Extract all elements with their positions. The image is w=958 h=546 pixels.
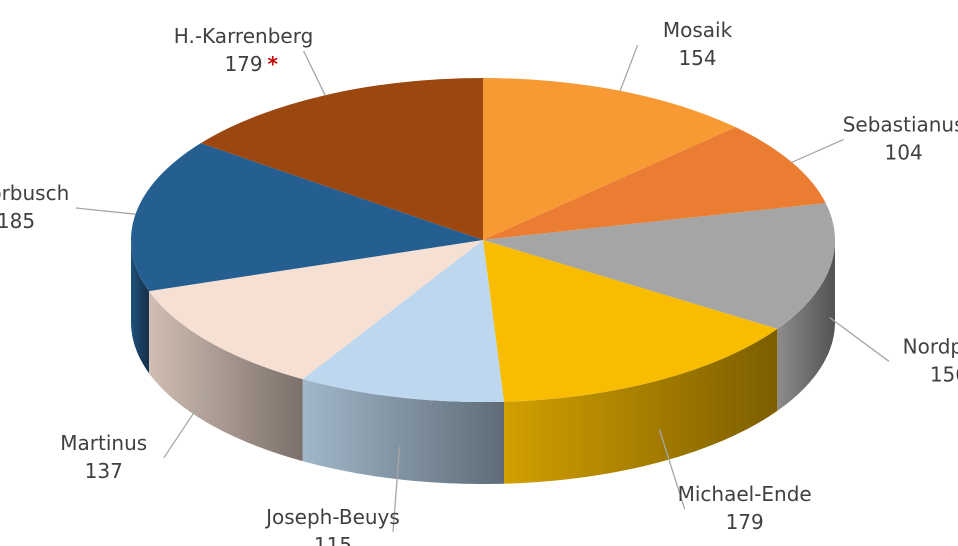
slice-top [130, 143, 483, 292]
leader-line [392, 446, 401, 532]
slice-top [483, 127, 826, 240]
slice [483, 127, 826, 240]
slice [302, 240, 505, 484]
category-label: Sebastianus [843, 112, 958, 136]
leader-line [658, 429, 686, 510]
slice [483, 240, 778, 484]
slice [483, 203, 835, 411]
slice-top [148, 240, 483, 380]
slice [483, 78, 736, 240]
slice-top [483, 78, 736, 240]
slice-side [504, 328, 778, 484]
category-label: H.-Karrenberg [174, 24, 313, 48]
category-label: Mosaik [663, 18, 733, 42]
value-label: 179 [726, 510, 764, 534]
value-label: 154 [678, 46, 716, 70]
slice-top [483, 240, 778, 402]
slice [148, 240, 483, 462]
category-label: Michael-Ende [678, 482, 812, 506]
category-label: Martinus [60, 431, 147, 455]
value-label: 156 [930, 362, 958, 386]
value-label: 137 [85, 459, 123, 483]
leader-line [75, 207, 136, 215]
slice-top [302, 240, 505, 402]
slice [130, 143, 483, 374]
leader-line [619, 44, 639, 92]
value-label: 185 [0, 209, 35, 233]
category-label: Nordpark [903, 334, 958, 358]
slice-top [200, 78, 484, 240]
slice-top [483, 203, 835, 329]
leader-line [791, 138, 844, 163]
value-label: 179 [224, 52, 262, 76]
value-label: 115 [314, 533, 352, 546]
leader-line [302, 50, 326, 96]
annotation: * [268, 52, 279, 76]
slice [200, 78, 484, 240]
slice-side [302, 379, 505, 484]
category-label: Chorbusch [0, 181, 69, 205]
category-label: Joseph-Beuys [264, 505, 400, 529]
leader-line [163, 390, 210, 459]
slice-side [148, 291, 303, 462]
slice-side [131, 240, 149, 374]
leader-line [829, 316, 890, 362]
value-label: 104 [885, 140, 923, 164]
slice-side [777, 240, 835, 411]
